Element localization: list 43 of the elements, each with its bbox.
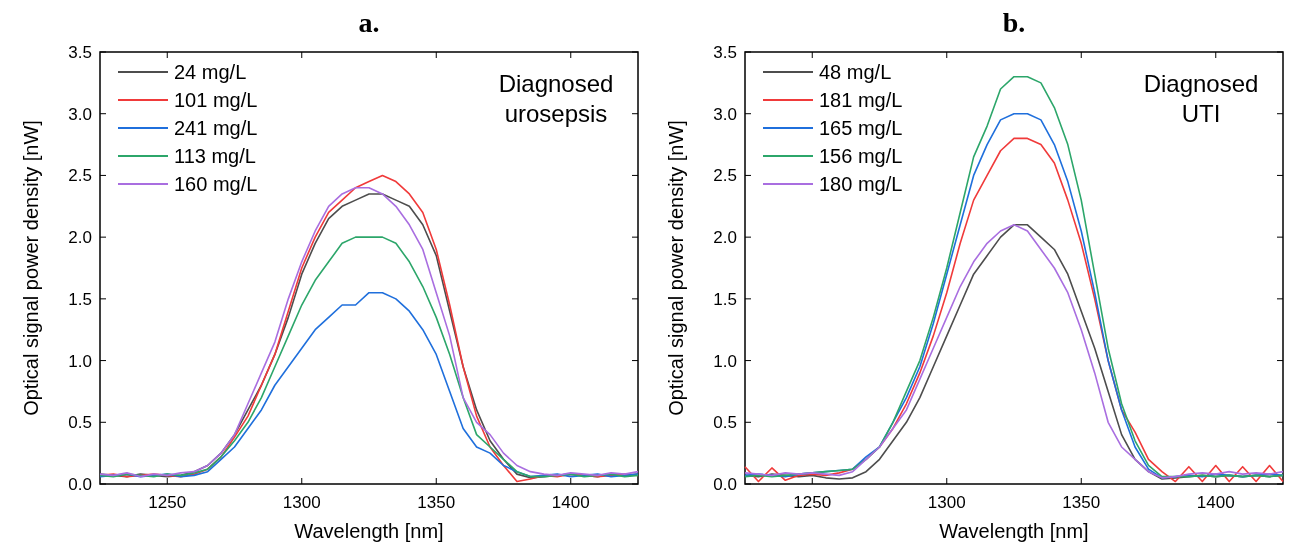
legend-label: 101 mg/L <box>174 89 258 111</box>
y-tick-label: 0.0 <box>68 475 92 494</box>
y-tick-label: 2.5 <box>713 166 737 186</box>
y-tick-label: 3.5 <box>68 43 92 62</box>
legend-label: 156 mg/L <box>819 145 903 167</box>
y-tick-label: 0.5 <box>68 413 92 433</box>
y-tick-label: 1.5 <box>713 289 737 309</box>
legend-label: 241 mg/L <box>174 117 258 139</box>
x-tick-label: 1250 <box>793 493 832 512</box>
y-tick-label: 2.5 <box>68 166 92 186</box>
x-tick-label: 1300 <box>927 493 966 512</box>
y-tick-label: 1.0 <box>68 351 92 371</box>
legend-label: 24 mg/L <box>174 61 247 83</box>
legend-label: 48 mg/L <box>819 61 892 83</box>
y-tick-label: 0.0 <box>713 475 737 494</box>
annotation: Diagnosed urosepsis <box>498 70 614 127</box>
legend-label: 181 mg/L <box>819 89 903 111</box>
chart-title: a. <box>358 7 380 38</box>
chart-title: b. <box>1002 7 1026 38</box>
x-axis-title: Wavelength [nm] <box>939 520 1089 542</box>
x-axis-title: Wavelength [nm] <box>294 520 444 542</box>
x-tick-label: 1250 <box>148 493 187 512</box>
x-tick-label: 1350 <box>417 493 456 512</box>
x-tick-label: 1300 <box>282 493 321 512</box>
legend-label: 180 mg/L <box>819 173 903 195</box>
y-tick-label: 3.0 <box>713 104 737 124</box>
y-tick-label: 2.0 <box>713 228 737 248</box>
legend-label: 165 mg/L <box>819 117 903 139</box>
y-axis-title: Optical signal power density [nW] <box>20 120 42 416</box>
y-tick-label: 2.0 <box>68 228 92 248</box>
line-series <box>99 236 639 478</box>
x-tick-label: 1350 <box>1062 493 1101 512</box>
y-tick-label: 1.5 <box>68 289 92 309</box>
y-tick-label: 1.0 <box>713 351 737 371</box>
y-tick-label: 0.5 <box>713 413 737 433</box>
x-tick-label: 1400 <box>551 493 590 512</box>
y-tick-label: 3.0 <box>68 104 92 124</box>
legend-label: 113 mg/L <box>174 145 256 167</box>
y-axis-title: Optical signal power density [nW] <box>665 120 687 416</box>
legend-label: 160 mg/L <box>174 173 258 195</box>
x-tick-label: 1400 <box>1196 493 1235 512</box>
annotation: Diagnosed UTI <box>1143 70 1259 127</box>
y-tick-label: 3.5 <box>713 43 737 62</box>
